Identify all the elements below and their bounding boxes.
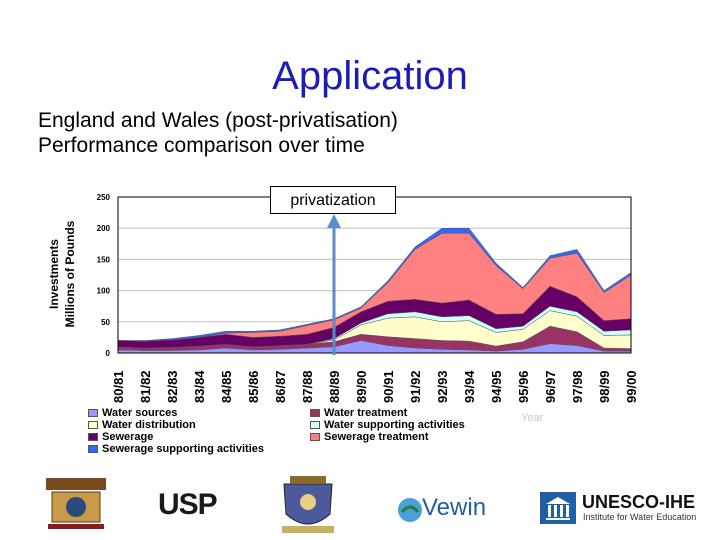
x-tick-label: 91/92 — [408, 370, 423, 403]
x-tick-label: 93/94 — [462, 370, 477, 403]
logo-strip: USP Vewin UNESCO-IHE Institute for Water… — [0, 470, 720, 540]
legend-label: Sewerage — [102, 431, 154, 443]
unesco-temple-icon — [540, 492, 576, 524]
y-tick-label: 0 — [106, 349, 111, 358]
slide-title: Application — [272, 54, 468, 98]
x-tick-label: 94/95 — [489, 370, 504, 403]
x-tick-label: 84/85 — [219, 370, 234, 403]
unesco-ihe-subtitle: Institute for Water Education — [583, 512, 697, 522]
subtitle-line-2: Performance comparison over time — [38, 134, 365, 157]
university-crest-icon — [282, 476, 334, 533]
x-tick-label: 85/86 — [246, 370, 261, 403]
legend-swatch — [88, 445, 98, 453]
x-tick-label: 87/88 — [300, 370, 315, 403]
legend-label: Sewerage supporting activities — [102, 443, 264, 455]
cehipar-logo-icon — [46, 478, 106, 529]
x-tick-label: 98/99 — [597, 370, 612, 403]
x-tick-label: 95/96 — [516, 370, 531, 403]
y-axis-label-line-1: Investments — [47, 239, 61, 309]
legend-label: Water sources — [102, 407, 178, 419]
x-tick-label: 97/98 — [570, 370, 585, 403]
x-tick-label: 89/90 — [354, 370, 369, 403]
y-tick-label: 250 — [97, 193, 111, 202]
legend-label: Water supporting activities — [324, 419, 465, 431]
legend-swatch — [88, 409, 98, 417]
chart-legend: Water sources Water treatment Water distri… — [88, 407, 528, 457]
x-tick-label: 86/87 — [273, 370, 288, 403]
privatization-annotation: privatization — [270, 186, 396, 214]
legend-item: Sewerage supporting activities — [88, 443, 264, 455]
x-tick-label: 96/97 — [543, 370, 558, 403]
y-axis-label-line-2: Millions of Pounds — [63, 220, 77, 327]
legend-swatch — [310, 421, 320, 429]
legend-label: Water distribution — [102, 419, 196, 431]
x-tick-label: 90/91 — [381, 370, 396, 403]
usp-logo: USP — [158, 488, 218, 521]
x-tick-label: 88/89 — [327, 370, 342, 403]
legend-swatch — [88, 433, 98, 441]
privatization-arrow-head — [327, 214, 341, 228]
y-tick-label: 200 — [97, 224, 111, 233]
x-tick-label: 80/81 — [111, 370, 126, 403]
legend-item: Sewerage — [88, 431, 153, 443]
x-tick-label: 81/82 — [138, 370, 153, 403]
x-axis-ticks: 80/81 81/82 82/83 83/84 84/85 85/86 86/87 87/88… — [111, 370, 639, 403]
subtitle-line-1: England and Wales (post-privatisation) — [38, 109, 398, 132]
legend-item: Water treatment — [310, 407, 407, 419]
x-tick-label: 92/93 — [435, 370, 450, 403]
x-tick-label: 82/83 — [165, 370, 180, 403]
x-tick-label: 83/84 — [192, 370, 207, 403]
slide-subtitle: England and Wales (post-privatisation) P… — [38, 108, 398, 158]
y-tick-label: 50 — [101, 318, 110, 327]
legend-item: Water distribution — [88, 419, 196, 431]
unesco-ihe-logo: UNESCO-IHE — [582, 492, 696, 512]
vewin-logo: Vewin — [422, 494, 487, 521]
legend-swatch — [310, 433, 320, 441]
legend-swatch — [310, 409, 320, 417]
legend-label: Water treatment — [324, 407, 408, 419]
x-tick-label: 99/00 — [624, 370, 639, 403]
y-tick-label: 150 — [97, 255, 111, 264]
y-axis-ticks: 0 50 100 150 200 250 — [97, 193, 111, 358]
legend-item: Water supporting activities — [310, 419, 465, 431]
y-tick-label: 100 — [97, 287, 111, 296]
legend-item: Sewerage treatment — [310, 431, 429, 443]
x-axis-title: Year — [521, 412, 544, 424]
legend-label: Sewerage treatment — [324, 431, 429, 443]
vewin-drop-icon — [398, 498, 422, 522]
legend-item: Water sources — [88, 407, 177, 419]
legend-swatch — [88, 421, 98, 429]
investment-area-chart: 0 50 100 150 200 250 80/81 81/82 82/83 83/84 84/8… — [47, 193, 639, 403]
